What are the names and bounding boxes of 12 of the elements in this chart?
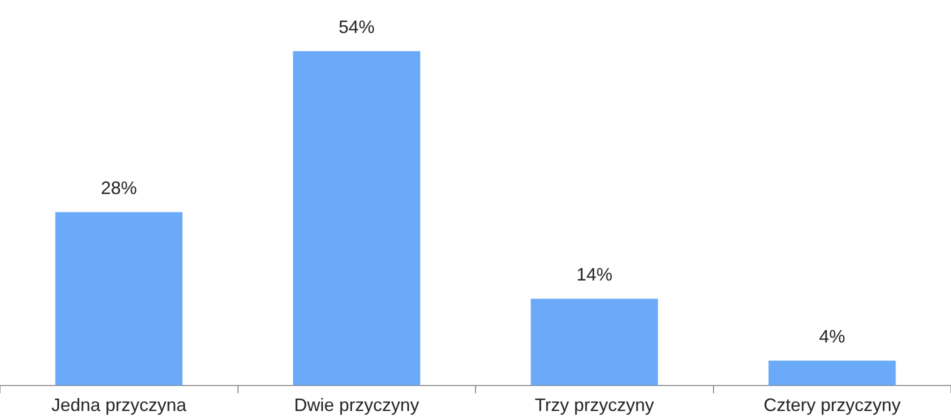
- data-label: 14%: [576, 264, 612, 285]
- x-tick-label: Cztery przyczyny: [764, 395, 901, 416]
- data-label: 28%: [100, 178, 137, 198]
- x-tick-label: Jedna przyczyna: [51, 395, 188, 416]
- data-label: 4%: [819, 326, 846, 347]
- x-tick-label: Dwie przyczyny: [294, 395, 420, 416]
- x-tick-label: Trzy przyczyny: [534, 395, 654, 416]
- bar: [55, 212, 182, 386]
- bar: [293, 51, 420, 386]
- bar: [530, 298, 658, 386]
- data-label: 54%: [338, 17, 375, 38]
- bar: [768, 360, 896, 386]
